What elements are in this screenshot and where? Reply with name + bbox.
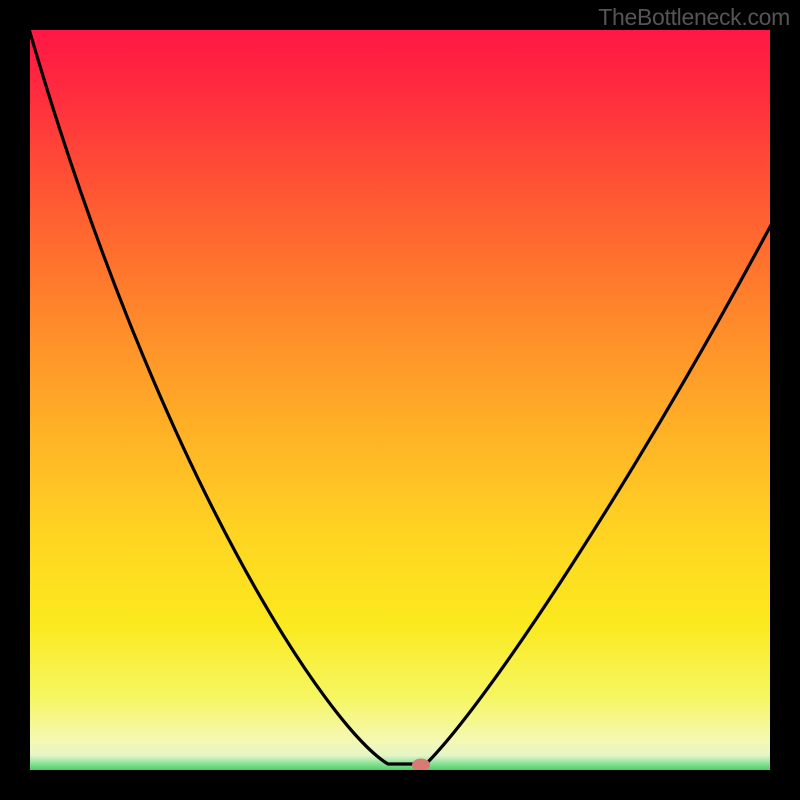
optimal-marker — [412, 759, 430, 772]
bottleneck-chart — [0, 0, 800, 800]
heat-fill — [29, 29, 771, 771]
watermark-text: TheBottleneck.com — [598, 4, 790, 31]
chart-stage: TheBottleneck.com — [0, 0, 800, 800]
